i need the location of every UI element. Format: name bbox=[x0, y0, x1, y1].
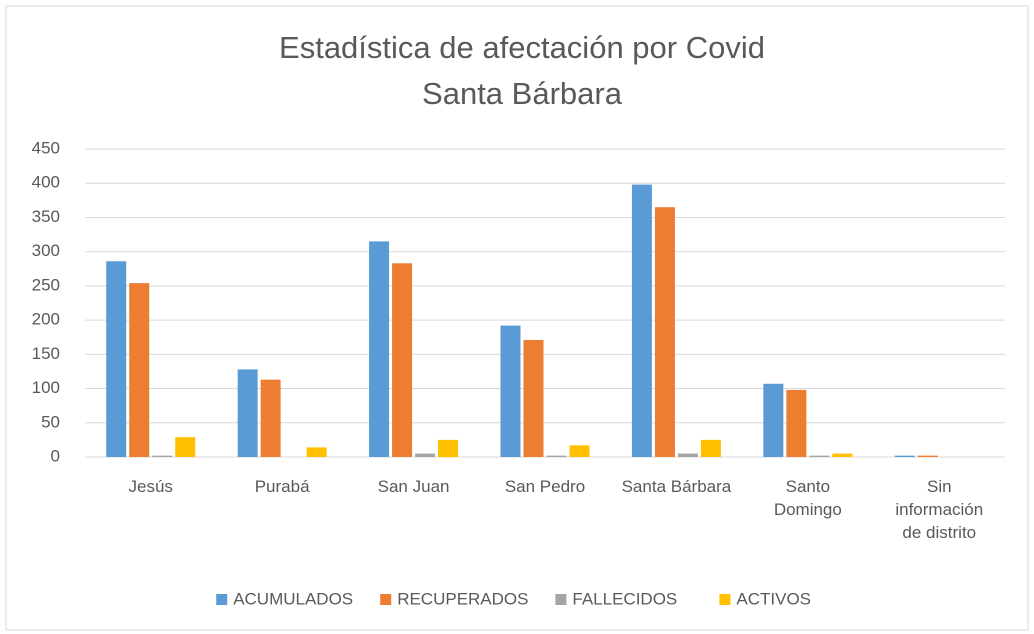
legend-label: ACTIVOS bbox=[736, 589, 811, 608]
bar bbox=[523, 339, 544, 457]
chart-title: Estadística de afectación por Covid bbox=[279, 30, 765, 65]
bar bbox=[654, 207, 675, 457]
bar bbox=[500, 325, 521, 457]
y-tick-label: 200 bbox=[32, 310, 60, 329]
bar bbox=[237, 369, 258, 457]
bar bbox=[569, 445, 590, 457]
bar bbox=[306, 447, 327, 457]
chart-frame bbox=[5, 5, 1029, 631]
x-tick-label: Purabá bbox=[254, 477, 310, 496]
y-tick-label: 450 bbox=[32, 138, 60, 157]
bar bbox=[631, 184, 652, 457]
legend-swatch bbox=[719, 594, 731, 605]
bar bbox=[152, 455, 173, 457]
legend-swatch bbox=[216, 594, 228, 605]
bar bbox=[546, 455, 567, 457]
bar bbox=[700, 439, 721, 457]
y-tick-label: 150 bbox=[32, 344, 60, 363]
bar bbox=[677, 453, 698, 457]
x-tick-label: San Juan bbox=[377, 477, 450, 496]
y-tick-label: 0 bbox=[51, 446, 60, 465]
x-tick-label: Santo Domingo bbox=[773, 477, 842, 519]
bar bbox=[369, 241, 390, 457]
legend-label: FALLECIDOS bbox=[572, 589, 677, 608]
x-tick-label: Santa Bárbara bbox=[621, 477, 732, 496]
bar bbox=[763, 383, 784, 457]
y-tick-label: 100 bbox=[32, 378, 60, 397]
bar bbox=[175, 437, 196, 457]
y-tick-label: 400 bbox=[32, 173, 60, 192]
bar bbox=[415, 453, 436, 457]
x-tick-label: Sin información de distrito bbox=[895, 477, 984, 542]
legend-swatch bbox=[380, 594, 392, 605]
bar bbox=[260, 379, 281, 457]
bar bbox=[392, 263, 413, 457]
y-tick-label: 300 bbox=[32, 241, 60, 260]
bar bbox=[917, 455, 938, 457]
bar bbox=[786, 389, 807, 457]
legend-label: ACUMULADOS bbox=[233, 589, 353, 608]
y-tick-label: 250 bbox=[32, 275, 60, 294]
y-tick-label: 350 bbox=[32, 207, 60, 226]
y-tick-label: 50 bbox=[41, 412, 60, 431]
legend-label: RECUPERADOS bbox=[397, 589, 528, 608]
bar bbox=[894, 455, 915, 457]
bar bbox=[129, 283, 150, 457]
bar bbox=[438, 439, 459, 457]
legend-swatch bbox=[555, 594, 567, 605]
chart-title: Santa Bárbara bbox=[422, 76, 623, 111]
x-tick-label: Jesús bbox=[128, 477, 173, 496]
bar bbox=[106, 261, 127, 457]
bar bbox=[832, 453, 853, 457]
bar bbox=[809, 455, 830, 457]
x-tick-label: San Pedro bbox=[504, 477, 586, 496]
